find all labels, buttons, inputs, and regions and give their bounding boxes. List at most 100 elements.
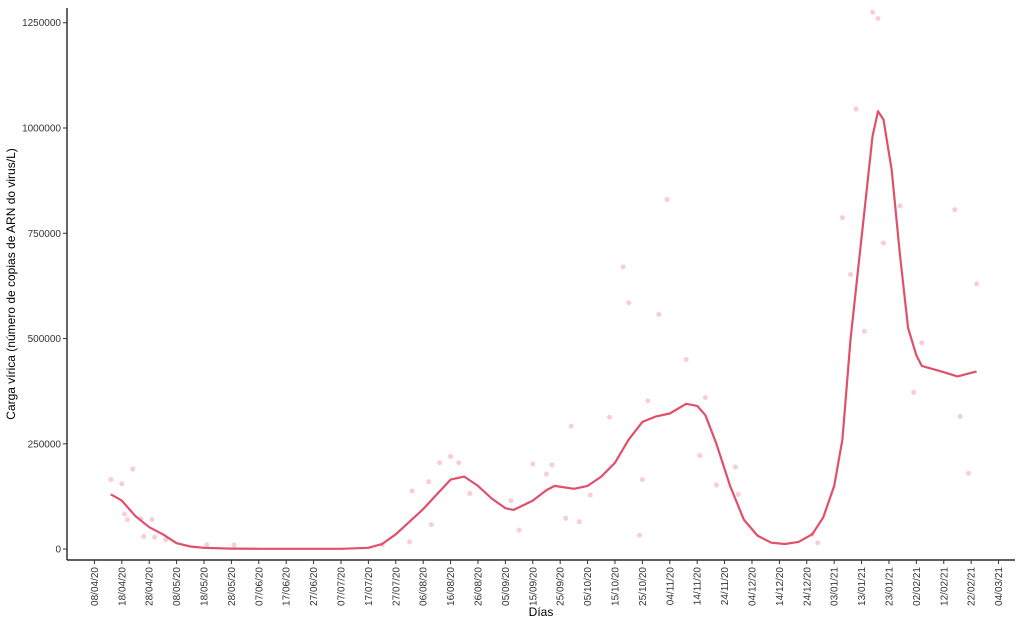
data-point	[965, 470, 971, 476]
x-tick-label: 07/07/20	[336, 567, 347, 606]
data-point	[204, 542, 210, 548]
data-point	[697, 453, 703, 459]
data-point	[683, 357, 689, 363]
data-point	[231, 542, 237, 548]
x-tick-label: 04/11/20	[665, 567, 676, 606]
data-point	[713, 482, 719, 488]
data-point	[911, 389, 917, 395]
x-tick-label: 24/11/20	[720, 567, 731, 606]
data-point	[639, 477, 645, 483]
x-tick-label: 27/07/20	[391, 567, 402, 606]
data-point	[606, 414, 612, 420]
x-tick-label: 22/02/21	[967, 567, 978, 606]
data-point	[530, 461, 536, 467]
y-tick-label: 250000	[28, 439, 62, 450]
data-point	[508, 498, 514, 504]
data-point	[141, 533, 147, 539]
x-tick-label: 25/09/20	[556, 567, 567, 606]
x-tick-label: 02/02/21	[912, 567, 923, 606]
data-point	[664, 197, 670, 203]
data-point	[426, 479, 432, 485]
data-point	[543, 471, 549, 477]
y-tick-label: 750000	[28, 229, 62, 240]
x-tick-label: 25/10/20	[638, 567, 649, 606]
x-tick-label: 18/05/20	[199, 567, 210, 606]
data-point	[163, 537, 169, 543]
data-point	[952, 207, 958, 213]
x-tick-label: 18/04/20	[117, 567, 128, 606]
x-tick-label: 15/10/20	[610, 567, 621, 606]
x-tick-label: 23/01/21	[884, 567, 895, 606]
x-tick-label: 28/04/20	[145, 567, 156, 606]
data-point	[122, 511, 128, 517]
data-point	[108, 477, 114, 483]
data-point	[853, 106, 859, 112]
data-point	[448, 453, 454, 459]
data-point	[848, 272, 854, 278]
y-axis-title: Carga vírica (número de copias de ARN do…	[4, 148, 18, 419]
x-tick-label: 04/12/20	[747, 567, 758, 606]
x-tick-label: 14/12/20	[775, 567, 786, 606]
x-tick-label: 13/01/21	[857, 567, 868, 606]
data-point	[576, 519, 582, 525]
data-point	[815, 540, 821, 546]
data-point	[637, 532, 643, 538]
data-point	[735, 491, 741, 497]
x-tick-label: 12/02/21	[939, 567, 950, 606]
data-point	[428, 522, 434, 528]
data-point	[149, 517, 155, 523]
x-tick-label: 08/05/20	[172, 567, 183, 606]
data-point	[124, 517, 130, 523]
x-tick-label: 26/08/20	[473, 567, 484, 606]
data-point	[568, 423, 574, 429]
data-point	[861, 328, 867, 334]
data-point	[563, 515, 569, 521]
x-tick-label: 17/06/20	[282, 567, 293, 606]
x-tick-label: 15/09/20	[528, 567, 539, 606]
data-point	[919, 340, 925, 346]
data-point	[467, 490, 473, 496]
x-tick-label: 04/03/21	[994, 567, 1005, 606]
x-tick-label: 05/09/20	[501, 567, 512, 606]
x-tick-label: 14/11/20	[693, 567, 704, 606]
data-point	[549, 462, 555, 468]
x-tick-label: 08/04/20	[90, 567, 101, 606]
x-tick-label: 07/06/20	[254, 567, 265, 606]
y-tick-label: 500000	[28, 334, 62, 345]
data-point	[620, 264, 626, 270]
data-point	[587, 492, 593, 498]
data-point	[152, 534, 158, 540]
y-tick-label: 1000000	[22, 124, 61, 135]
data-point	[406, 539, 412, 545]
x-tick-label: 06/08/20	[419, 567, 430, 606]
x-tick-label: 24/12/20	[802, 567, 813, 606]
data-point	[839, 215, 845, 221]
data-point	[516, 527, 522, 533]
data-point	[875, 16, 881, 22]
data-point	[957, 413, 963, 419]
data-point	[456, 460, 462, 466]
x-tick-label: 03/01/21	[830, 567, 841, 606]
x-axis-title: Días	[529, 605, 554, 619]
x-tick-label: 16/08/20	[446, 567, 457, 606]
data-point	[626, 300, 632, 306]
data-point	[733, 464, 739, 470]
data-point	[119, 481, 125, 487]
data-point	[702, 394, 708, 400]
data-point	[897, 203, 903, 209]
data-point	[974, 281, 980, 287]
y-tick-label: 0	[55, 545, 61, 556]
data-point	[870, 9, 876, 15]
data-point	[645, 398, 651, 404]
data-point	[880, 240, 886, 246]
data-point	[656, 312, 662, 318]
y-tick-label: 1250000	[22, 18, 61, 29]
data-point	[409, 488, 415, 494]
x-tick-label: 17/07/20	[364, 567, 375, 606]
trend-line	[110, 110, 977, 550]
data-point	[130, 466, 136, 472]
data-point	[437, 460, 443, 466]
x-tick-label: 27/06/20	[309, 567, 320, 606]
